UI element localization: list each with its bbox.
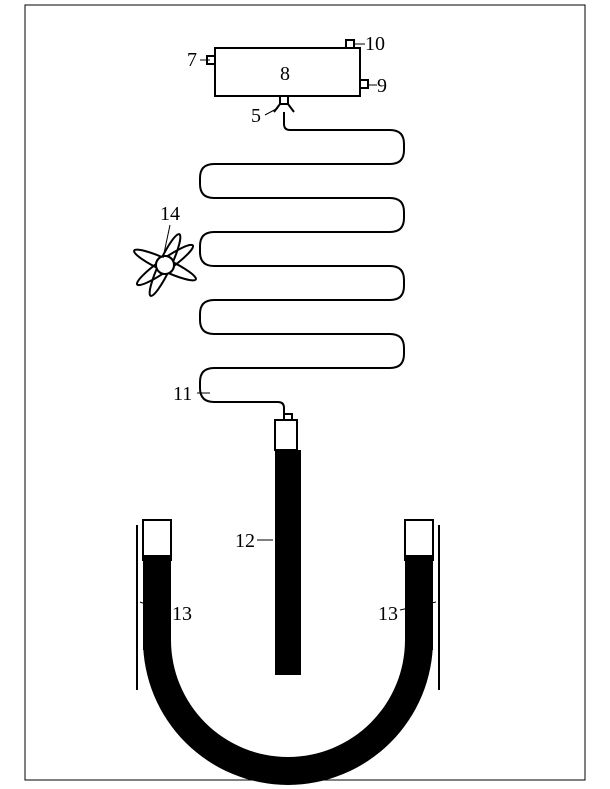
label-10: 10 [365, 33, 385, 55]
label-8: 8 [280, 63, 290, 85]
fan-icon [132, 232, 199, 299]
label-7: 7 [187, 49, 197, 71]
tank-to-coil [284, 112, 390, 130]
label-12: 12 [235, 530, 255, 552]
frame [25, 5, 585, 780]
anchor-upright-right [405, 555, 433, 650]
label-11: 11 [173, 383, 192, 405]
anchor-upright-left [143, 555, 171, 650]
label-5: 5 [251, 105, 261, 127]
label-9: 9 [377, 75, 387, 97]
serpentine-coil [200, 130, 404, 420]
label-13-left: 13 [172, 603, 192, 625]
tank-to-coil-inner [284, 112, 390, 130]
label-13-right: 13 [378, 603, 398, 625]
anchor-inlet [275, 420, 297, 450]
label-14: 14 [160, 203, 180, 225]
